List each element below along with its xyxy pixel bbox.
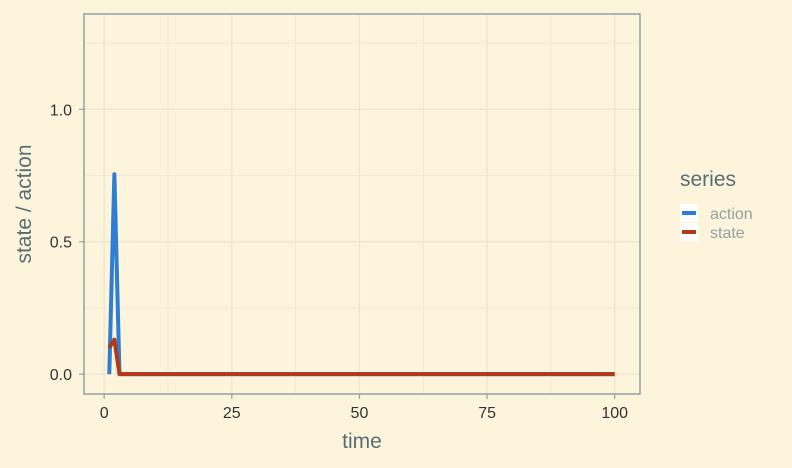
x-axis-ticks: 0 25 50 75 100 — [100, 394, 628, 422]
series-line-action — [107, 172, 615, 377]
x-tick-label: 25 — [223, 405, 241, 422]
y-tick-label: 1.0 — [50, 102, 72, 119]
legend-label-state: state — [710, 225, 745, 242]
series-lines — [107, 172, 615, 377]
legend-title: series — [680, 168, 736, 191]
legend-label-action: action — [710, 206, 753, 223]
gridlines — [84, 14, 640, 394]
x-axis-title: time — [342, 430, 382, 453]
y-tick-label: 0.5 — [50, 235, 72, 252]
y-axis-ticks: 0.0 0.5 1.0 — [50, 102, 84, 384]
x-tick-label: 50 — [351, 405, 369, 422]
x-tick-label: 75 — [478, 405, 496, 422]
y-tick-label: 0.0 — [50, 367, 72, 384]
legend: series action state — [680, 168, 753, 242]
x-tick-label: 100 — [601, 405, 628, 422]
y-axis-title: state / action — [13, 144, 36, 263]
plot-panel-border — [83, 13, 641, 395]
legend-entries: action state — [680, 204, 753, 242]
x-tick-label: 0 — [100, 405, 109, 422]
series-line-state — [107, 337, 615, 377]
